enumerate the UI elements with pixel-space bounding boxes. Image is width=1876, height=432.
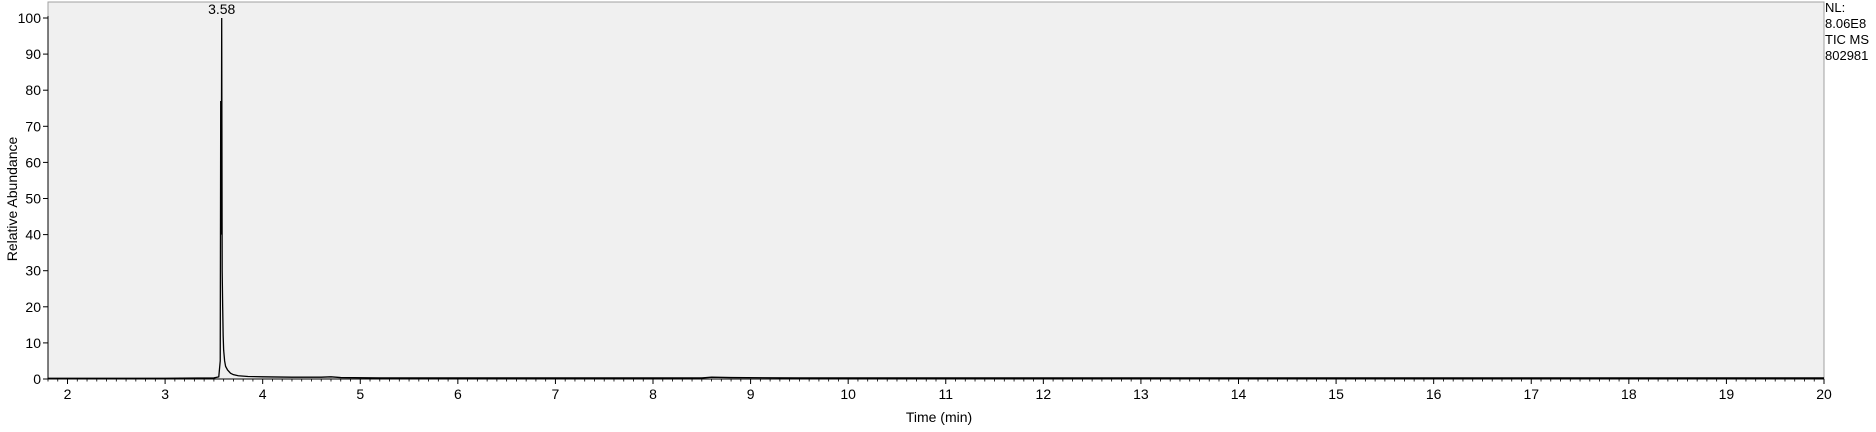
y-tick-label-80: 80 <box>25 82 41 98</box>
x-tick-label-18: 18 <box>1621 386 1637 402</box>
x-tick-label-3: 3 <box>161 386 169 402</box>
y-tick-label-70: 70 <box>25 118 41 134</box>
y-tick-label-60: 60 <box>25 154 41 170</box>
y-tick-label-90: 90 <box>25 46 41 62</box>
x-tick-label-10: 10 <box>840 386 856 402</box>
x-tick-label-19: 19 <box>1719 386 1735 402</box>
x-tick-label-7: 7 <box>552 386 560 402</box>
x-tick-label-20: 20 <box>1816 386 1832 402</box>
plot-background <box>47 1 1825 380</box>
x-tick-label-4: 4 <box>259 386 267 402</box>
y-axis-title: Relative Abundance <box>4 137 20 262</box>
info-line-1: 8.06E8 <box>1825 16 1866 31</box>
info-line-3: 802981 <box>1825 48 1868 63</box>
x-tick-label-9: 9 <box>747 386 755 402</box>
x-tick-label-5: 5 <box>356 386 364 402</box>
tic-trace-line <box>48 17 1824 379</box>
x-tick-label-8: 8 <box>649 386 657 402</box>
y-tick-label-100: 100 <box>18 10 42 26</box>
y-tick-label-0: 0 <box>33 371 41 387</box>
x-axis-title: Time (min) <box>906 409 972 425</box>
y-tick-label-10: 10 <box>25 335 41 351</box>
x-axis: 2 3 4 5 6 7 8 9 10 11 12 13 14 15 16 17 18 19 20 <box>47 378 1832 402</box>
info-line-2: TIC MS <box>1825 32 1869 47</box>
y-tick-label-50: 50 <box>25 191 41 207</box>
peak-label: 3.58 <box>208 1 235 17</box>
x-tick-label-17: 17 <box>1523 386 1539 402</box>
x-tick-label-2: 2 <box>64 386 72 402</box>
y-tick-label-20: 20 <box>25 299 41 315</box>
y-axis: 0 10 20 30 40 50 60 70 80 90 100 <box>18 10 49 387</box>
x-tick-label-6: 6 <box>454 386 462 402</box>
y-tick-label-40: 40 <box>25 227 41 243</box>
x-tick-label-15: 15 <box>1328 386 1344 402</box>
x-tick-label-12: 12 <box>1036 386 1052 402</box>
info-line-0: NL: <box>1825 0 1845 15</box>
x-tick-label-14: 14 <box>1231 386 1247 402</box>
y-tick-label-30: 30 <box>25 263 41 279</box>
peak-labels: 3.58 <box>208 1 235 17</box>
x-tick-label-16: 16 <box>1426 386 1442 402</box>
x-tick-label-11: 11 <box>938 386 953 402</box>
x-tick-label-13: 13 <box>1133 386 1149 402</box>
